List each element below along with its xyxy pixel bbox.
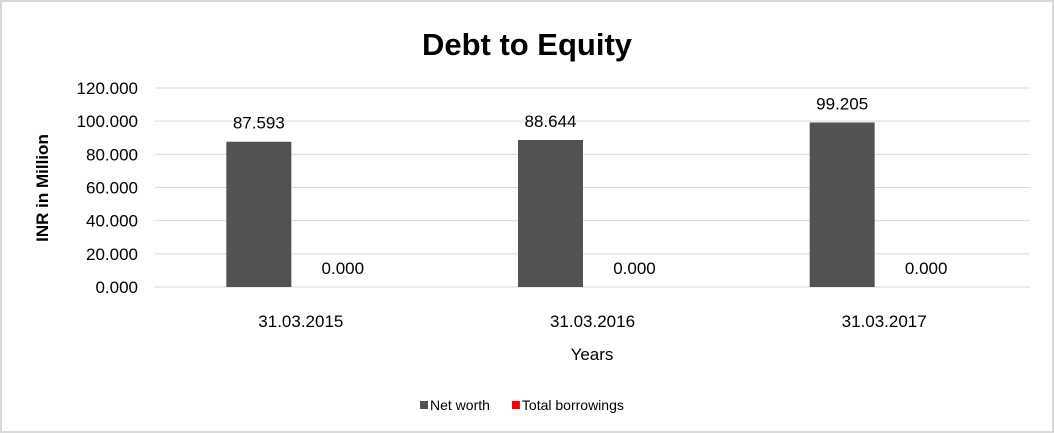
y-tick-label: 100.000 bbox=[77, 112, 138, 131]
legend: Net worth Total borrowings bbox=[420, 397, 624, 413]
y-tick-label: 120.000 bbox=[77, 79, 138, 98]
y-axis-label: INR in Million bbox=[33, 134, 52, 242]
data-label: 0.000 bbox=[613, 259, 656, 278]
data-label: 88.644 bbox=[525, 112, 577, 131]
legend-swatch bbox=[420, 401, 428, 409]
data-label: 99.205 bbox=[816, 94, 868, 113]
x-tick-label: 31.03.2016 bbox=[550, 312, 635, 331]
y-tick-label: 0.000 bbox=[95, 278, 138, 297]
data-label: 0.000 bbox=[322, 259, 365, 278]
bar-net-worth bbox=[518, 139, 583, 287]
legend-swatch bbox=[511, 401, 520, 409]
y-tick-label: 20.000 bbox=[86, 245, 138, 264]
bar-net-worth bbox=[226, 141, 292, 287]
x-axis-label: Years bbox=[571, 345, 614, 364]
bar-net-worth bbox=[809, 122, 875, 287]
y-tick-label: 40.000 bbox=[86, 212, 138, 231]
y-tick-label: 60.000 bbox=[86, 179, 138, 198]
x-tick-label: 31.03.2015 bbox=[258, 312, 343, 331]
legend-label: Total borrowings bbox=[522, 397, 624, 413]
y-tick-label: 80.000 bbox=[86, 145, 138, 164]
legend-label: Net worth bbox=[430, 397, 490, 413]
x-tick-label: 31.03.2017 bbox=[842, 312, 927, 331]
data-label: 0.000 bbox=[905, 259, 948, 278]
chart-title: Debt to Equity bbox=[422, 27, 633, 62]
data-label: 87.593 bbox=[233, 114, 285, 133]
